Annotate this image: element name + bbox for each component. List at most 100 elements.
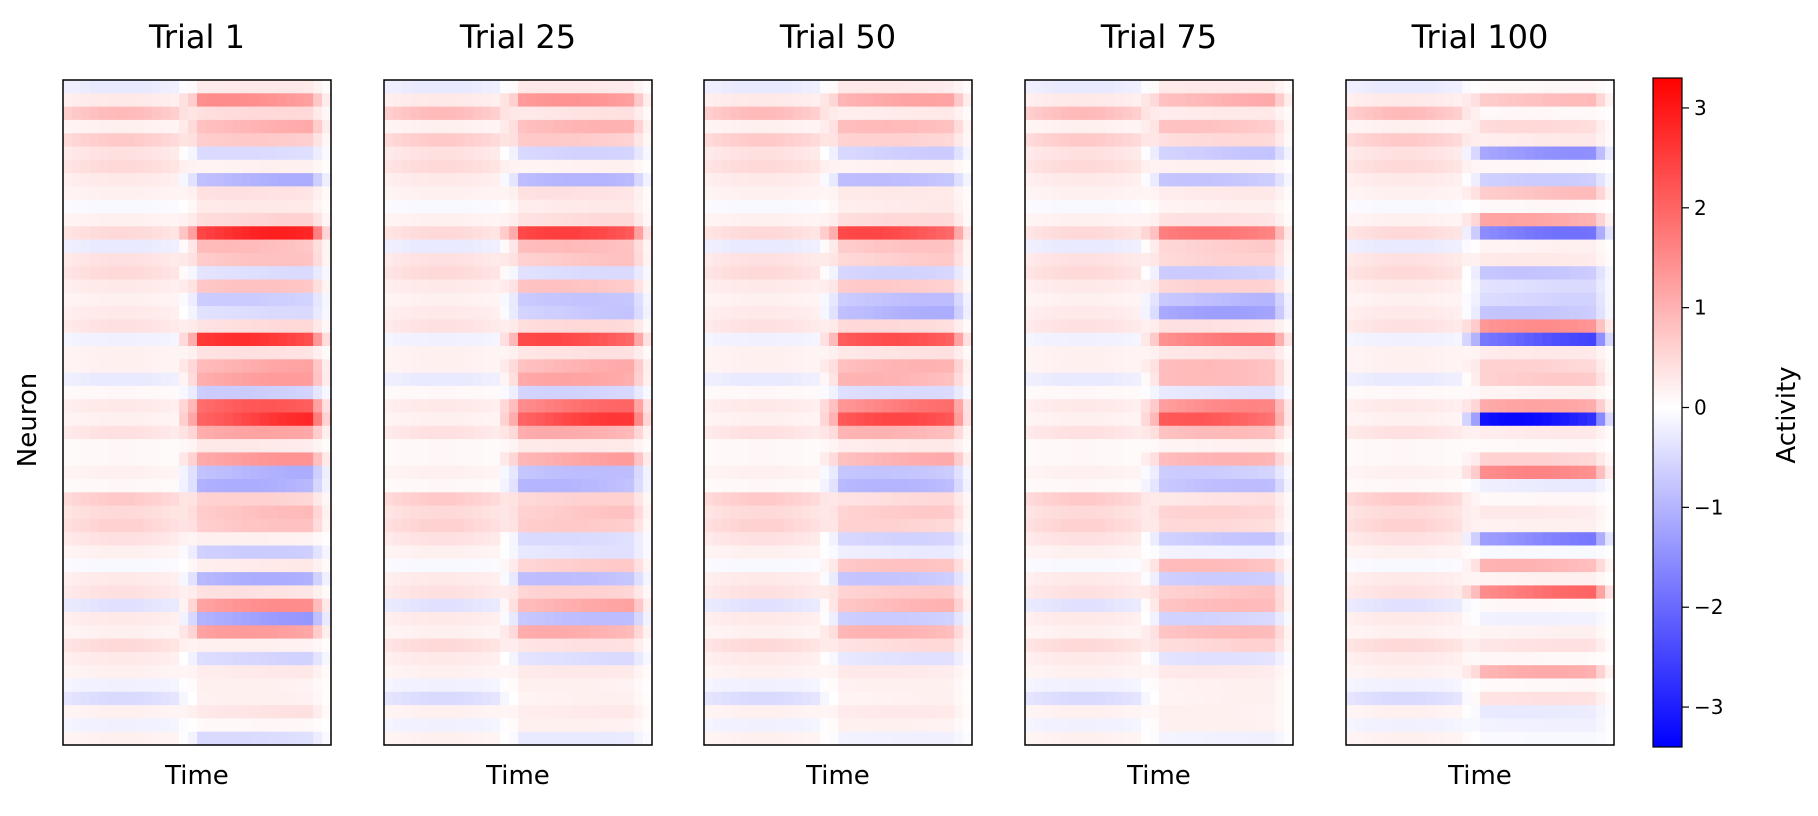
heatmap-cell: [1275, 80, 1285, 94]
heatmap-cell: [847, 399, 857, 413]
heatmap-cell: [429, 319, 439, 333]
heatmap-cell: [563, 718, 573, 732]
heatmap-cell: [901, 160, 911, 174]
heatmap-cell: [233, 572, 243, 586]
heatmap-cell: [509, 532, 519, 546]
heatmap-cell: [749, 732, 759, 746]
heatmap-cell: [1284, 173, 1294, 187]
heatmap-cell: [918, 705, 928, 719]
heatmap-cell: [509, 559, 519, 573]
heatmap-cell: [572, 386, 582, 400]
heatmap-cell: [598, 492, 608, 506]
heatmap-cell: [892, 359, 902, 373]
heatmap-cell: [464, 373, 474, 387]
heatmap-cell: [108, 147, 118, 161]
heatmap-cell: [152, 665, 162, 679]
heatmap-cell: [215, 413, 225, 427]
heatmap-cell: [447, 732, 457, 746]
heatmap-cell: [856, 133, 866, 147]
heatmap-cell: [313, 346, 323, 360]
heatmap-cell: [945, 306, 955, 320]
heatmap-cell: [491, 492, 501, 506]
heatmap-cell: [117, 293, 127, 307]
heatmap-cell: [820, 559, 830, 573]
heatmap-cell: [1248, 280, 1258, 294]
heatmap-cell: [509, 506, 519, 520]
heatmap-cell: [518, 80, 528, 94]
heatmap-cell: [260, 572, 270, 586]
heatmap-cell: [847, 492, 857, 506]
heatmap-cell: [775, 532, 785, 546]
heatmap-cell: [784, 665, 794, 679]
heatmap-cell: [589, 133, 599, 147]
heatmap-cell: [1079, 213, 1089, 227]
heatmap-cell: [802, 625, 812, 639]
heatmap-cell: [179, 718, 189, 732]
heatmap-cell: [758, 186, 768, 200]
heatmap-cell: [1284, 133, 1294, 147]
heatmap-cell: [179, 240, 189, 254]
heatmap-cell: [918, 120, 928, 134]
heatmap-cell: [874, 93, 884, 107]
heatmap-cell: [72, 266, 82, 280]
heatmap-cell: [286, 346, 296, 360]
heatmap-cell: [224, 439, 234, 453]
heatmap-cell: [188, 160, 198, 174]
heatmap-cell: [918, 599, 928, 613]
heatmap-cell: [1257, 280, 1267, 294]
heatmap-cell: [322, 492, 332, 506]
heatmap-cell: [90, 333, 100, 347]
heatmap-cell: [1088, 213, 1098, 227]
heatmap-cell: [233, 732, 243, 746]
heatmap-cell: [918, 346, 928, 360]
heatmap-cell: [563, 479, 573, 493]
heatmap-cell: [411, 732, 421, 746]
heatmap-cell: [518, 466, 528, 480]
heatmap-cell: [1159, 173, 1169, 187]
heatmap-cell: [72, 585, 82, 599]
heatmap-cell: [704, 200, 714, 214]
heatmap-cell: [215, 240, 225, 254]
heatmap-cell: [1248, 173, 1258, 187]
heatmap-cell: [607, 280, 617, 294]
heatmap-cell: [322, 253, 332, 267]
heatmap-cell: [402, 213, 412, 227]
heatmap-cell: [455, 492, 465, 506]
heatmap-cell: [784, 93, 794, 107]
heatmap-cell: [963, 439, 973, 453]
heatmap-cell: [455, 120, 465, 134]
heatmap-cell: [713, 306, 723, 320]
heatmap-cell: [161, 280, 171, 294]
heatmap-cell: [251, 386, 261, 400]
heatmap-cell: [874, 293, 884, 307]
heatmap-cell: [722, 280, 732, 294]
heatmap-cell: [892, 466, 902, 480]
heatmap-cell: [197, 519, 207, 533]
heatmap-cell: [304, 612, 314, 626]
heatmap-cell: [117, 226, 127, 240]
heatmap-cell: [740, 399, 750, 413]
heatmap-cell: [865, 200, 875, 214]
heatmap-cell: [1275, 226, 1285, 240]
heatmap-cell: [918, 732, 928, 746]
heatmap-cell: [491, 160, 501, 174]
heatmap-cell: [393, 572, 403, 586]
heatmap-cell: [945, 160, 955, 174]
heatmap-cell: [518, 399, 528, 413]
heatmap-cell: [775, 413, 785, 427]
heatmap-cell: [464, 466, 474, 480]
heatmap-cell: [767, 452, 777, 466]
heatmap-cell: [892, 413, 902, 427]
heatmap-cell: [901, 559, 911, 573]
heatmap-cell: [90, 306, 100, 320]
heatmap-cell: [713, 492, 723, 506]
heatmap-cell: [536, 107, 546, 121]
heatmap-cell: [161, 705, 171, 719]
heatmap-cell: [143, 80, 153, 94]
heatmap-cell: [277, 413, 287, 427]
heatmap-cell: [233, 599, 243, 613]
heatmap-cell: [634, 705, 644, 719]
heatmap-cell: [304, 426, 314, 440]
heatmap-cell: [704, 546, 714, 560]
heatmap-cell: [892, 546, 902, 560]
